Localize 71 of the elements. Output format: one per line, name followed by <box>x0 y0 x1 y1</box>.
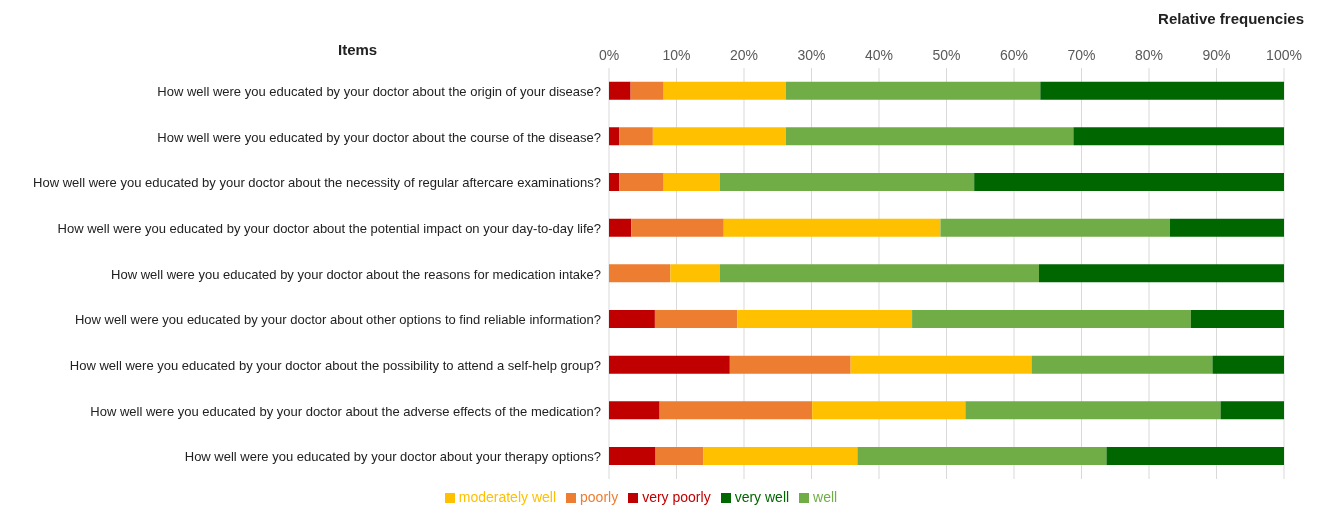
bar <box>619 127 653 146</box>
legend-label: very poorly <box>642 489 711 505</box>
x-tick-label: 80% <box>1134 47 1164 63</box>
bar <box>719 173 975 192</box>
y-axis-title: Items <box>338 41 378 58</box>
bar <box>737 310 913 329</box>
bar <box>609 173 620 192</box>
bar <box>729 355 851 374</box>
bar <box>609 355 730 374</box>
bar <box>1212 355 1284 374</box>
bar <box>1106 447 1284 466</box>
y-tick-label: How well were you educated by your doctor about the reasons for medication intake? <box>111 266 601 281</box>
x-tick-label: 10% <box>662 47 691 63</box>
bar <box>663 81 786 100</box>
bar <box>1190 310 1284 329</box>
bar <box>609 264 671 283</box>
bar <box>857 447 1107 466</box>
legend-label: very well <box>734 489 790 505</box>
x-tick-label: 100% <box>1266 47 1302 63</box>
y-tick-label: How well were you educated by your doctor about the possibility to attend a self-help group? <box>69 357 601 373</box>
bar <box>609 447 656 466</box>
y-tick-label: How well were you educated by your doctor about the adverse effects of the medication? <box>90 403 601 418</box>
x-tick-label: 90% <box>1202 47 1231 63</box>
bar <box>609 81 631 100</box>
bar <box>670 264 720 283</box>
bar <box>630 81 664 100</box>
y-tick-label: How well were you educated by your doctor about the course of the disease? <box>157 129 601 144</box>
bar <box>609 218 632 237</box>
bar <box>912 310 1191 329</box>
legend-label: well <box>813 489 838 505</box>
x-tick-label: 0% <box>598 47 620 63</box>
bar <box>619 173 664 192</box>
bar <box>663 173 720 192</box>
y-tick-label: How well were you educated by your doctor about your therapy options? <box>184 448 601 464</box>
bar <box>723 218 941 237</box>
bar <box>974 173 1284 192</box>
bar <box>631 218 724 237</box>
x-tick-label: 50% <box>932 47 961 63</box>
bar <box>1038 264 1284 283</box>
bar <box>965 401 1221 420</box>
bar <box>703 447 858 466</box>
x-tick-label: 40% <box>864 47 894 63</box>
bar <box>719 264 1039 283</box>
bar <box>1031 355 1213 374</box>
x-tick-label: 20% <box>729 47 759 63</box>
bar <box>785 127 1074 146</box>
bar <box>609 127 620 146</box>
bar <box>812 401 966 420</box>
bar <box>609 401 660 420</box>
bar <box>655 447 704 466</box>
bar <box>1169 218 1284 237</box>
x-tick-label: 60% <box>999 47 1029 63</box>
bar <box>785 81 1041 100</box>
bar <box>940 218 1170 237</box>
x-tick-label: 30% <box>797 47 826 63</box>
legend-label: moderately well <box>458 489 557 505</box>
bar <box>659 401 813 420</box>
x-axis-title: Relative frequencies <box>1158 10 1304 27</box>
bar <box>850 355 1032 374</box>
x-tick-label: 70% <box>1067 47 1096 63</box>
bar <box>1040 81 1284 100</box>
bar <box>654 310 738 329</box>
bar <box>609 310 655 329</box>
bar <box>1220 401 1284 420</box>
y-tick-label: How well were you educated by your doctor about other options to find reliable information? <box>74 311 601 327</box>
y-tick-label: How well were you educated by your doctor about the necessity of regular aftercare examinations? <box>33 174 601 190</box>
y-tick-label: How well were you educated by your doctor about the potential impact on your day-to-day life? <box>57 220 601 236</box>
legend-label: poorly <box>580 489 619 505</box>
bar <box>652 127 786 146</box>
bar <box>1073 127 1284 146</box>
y-tick-label: How well were you educated by your doctor about the origin of your disease? <box>157 83 601 99</box>
